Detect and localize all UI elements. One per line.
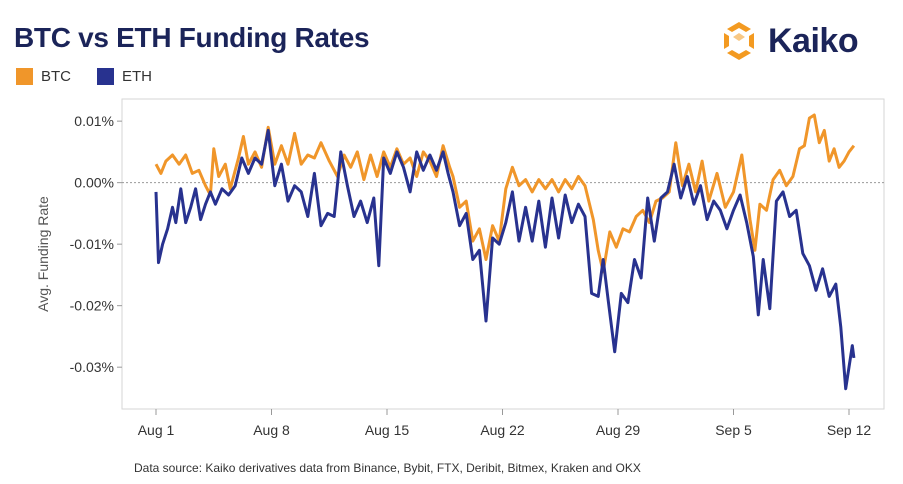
brand-name: Kaiko [768,21,859,60]
x-tick-label: Aug 29 [596,422,641,438]
legend-label-eth: ETH [122,68,152,85]
legend-swatch-eth [97,68,114,85]
x-tick-label: Aug 1 [138,422,175,438]
legend-item-btc[interactable]: BTC [16,68,71,85]
chart-title: BTC vs ETH Funding Rates [14,22,370,53]
data-source-note: Data source: Kaiko derivatives data from… [134,461,641,475]
legend-label-btc: BTC [41,68,71,85]
legend: BTC ETH [16,68,178,85]
series-lines [154,113,856,391]
x-axis: Aug 1 Aug 8 Aug 15 Aug 22 Aug 29 Sep 5 Sep 12 [138,409,872,438]
x-tick-label: Aug 8 [253,422,290,438]
y-tick-label: -0.03% [70,359,114,375]
kaiko-logo-icon [724,22,754,60]
y-tick-label: -0.02% [70,298,114,314]
x-tick-label: Aug 22 [480,422,525,438]
x-tick-label: Sep 12 [827,422,872,438]
y-tick-label: 0.00% [74,175,114,191]
plot-area-border [121,98,885,410]
x-tick-label: Sep 5 [715,422,752,438]
y-axis-label: Avg. Funding Rate [35,196,51,312]
y-tick-label: 0.01% [74,113,114,129]
kaiko-logo: Kaiko [718,20,859,62]
y-tick-label: -0.01% [70,236,114,252]
series-line-eth [154,128,856,391]
legend-swatch-btc [16,68,33,85]
legend-item-eth[interactable]: ETH [97,68,152,85]
series-line-btc [154,113,856,274]
y-axis: 0.01% 0.00% -0.01% -0.02% -0.03% [70,113,122,375]
x-tick-label: Aug 15 [365,422,410,438]
